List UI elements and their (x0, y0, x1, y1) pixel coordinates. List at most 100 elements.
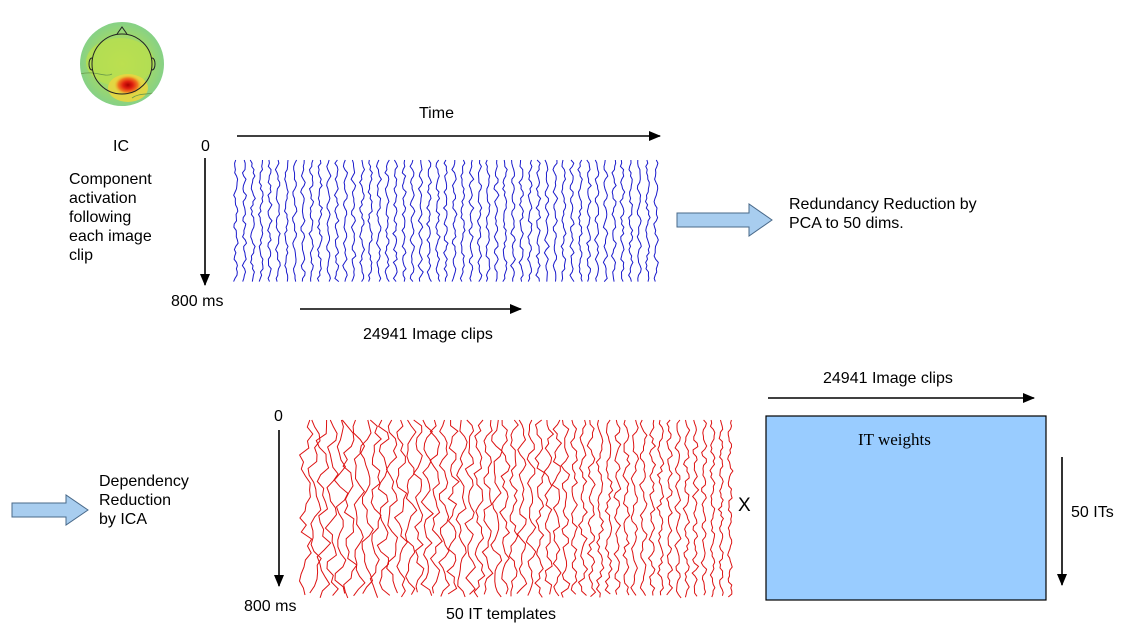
activation-trace (233, 159, 239, 282)
activation-trace (644, 159, 651, 282)
it-template-trace (604, 419, 614, 595)
it-template-trace (341, 419, 358, 599)
activation-trace (510, 159, 516, 282)
it-template-trace (455, 419, 468, 598)
it-template-trace (420, 419, 434, 596)
it-template-trace (560, 419, 571, 598)
it-template-trace (525, 419, 537, 596)
it-template-trace (551, 419, 563, 597)
it-template-trace (385, 419, 399, 594)
it-weights-label: IT weights (858, 430, 931, 449)
it-template-trace (464, 419, 476, 595)
bottom-zero-label: 0 (274, 408, 283, 425)
it-template-trace (446, 420, 460, 595)
activation-trace (602, 159, 609, 282)
it-template-trace (682, 419, 691, 598)
it-template-trace (324, 419, 339, 596)
activation-trace (292, 159, 298, 282)
activation-trace (594, 159, 600, 282)
activation-trace (333, 159, 340, 282)
activation-trace (249, 159, 256, 282)
activation-trace (267, 159, 273, 282)
activation-trace (527, 159, 533, 282)
activation-trace (468, 159, 475, 282)
its-label: 50 ITs (1071, 504, 1114, 521)
activation-trace (350, 159, 357, 282)
activation-trace (459, 159, 466, 282)
activation-trace (552, 159, 559, 282)
activation-trace (300, 159, 306, 282)
it-template-trace (534, 419, 546, 598)
it-template-trace (639, 419, 648, 596)
activation-trace (636, 159, 642, 282)
activation-trace (358, 159, 366, 282)
it-template-trace (490, 419, 503, 598)
top-zero-label: 0 (201, 138, 210, 155)
it-template-trace (376, 419, 391, 596)
activation-trace (653, 159, 659, 282)
activation-trace (384, 159, 390, 282)
activation-trace (241, 159, 248, 282)
pca-block-arrow (676, 203, 773, 237)
it-template-trace (307, 419, 322, 594)
it-template-trace (700, 419, 708, 596)
activation-trace (485, 159, 491, 282)
it-template-trace (709, 419, 716, 598)
activation-trace (577, 159, 583, 282)
scalp-map-icon (80, 22, 164, 106)
it-template-trace (333, 419, 349, 594)
activation-trace (518, 159, 524, 282)
activation-trace (569, 159, 575, 282)
activation-trace (560, 159, 567, 282)
bottom-clips-label: 24941 Image clips (823, 370, 953, 387)
activation-trace (308, 159, 315, 282)
activation-trace (316, 159, 324, 282)
it-template-trace (481, 419, 494, 595)
it-template-trace (473, 419, 486, 598)
it-template-trace (315, 419, 332, 598)
time-label: Time (419, 105, 454, 122)
activation-trace (257, 159, 264, 282)
it-template-trace (613, 419, 622, 595)
activation-trace (451, 159, 458, 282)
activation-trace (493, 159, 500, 282)
activation-trace (367, 159, 373, 282)
it-template-trace (595, 419, 605, 598)
it-template-trace (352, 419, 366, 597)
activation-trace (535, 159, 542, 282)
it-template-trace (298, 419, 314, 596)
it-template-trace (674, 419, 682, 599)
activation-trace (476, 159, 483, 282)
activation-trace (401, 159, 407, 282)
it-template-trace (656, 419, 665, 596)
it-template-trace (570, 419, 578, 595)
dependency-reduction-text: Dependency Reduction by ICA (99, 473, 189, 528)
redundancy-reduction-text: Redundancy Reduction by PCA to 50 dims. (789, 196, 977, 232)
activation-trace (619, 159, 626, 282)
activation-trace (586, 159, 592, 282)
it-template-trace (727, 419, 734, 598)
activation-trace (426, 159, 432, 282)
top-ms-label: 800 ms (171, 293, 224, 310)
activation-trace (502, 159, 508, 282)
it-template-trace (429, 419, 443, 594)
it-template-trace (412, 419, 425, 593)
it-template-trace (438, 419, 451, 597)
it-template-trace (369, 419, 382, 598)
it-template-trace (393, 419, 409, 598)
activation-trace (628, 159, 634, 282)
activation-trace (417, 159, 424, 282)
it-template-trace (499, 419, 511, 595)
it-template-trace (516, 419, 528, 594)
it-template-trace (508, 419, 519, 597)
it-template-trace (359, 419, 374, 594)
it-template-trace (647, 419, 657, 596)
activation-trace (375, 159, 383, 282)
activation-trace (283, 159, 289, 282)
top-clips-label: 24941 Image clips (363, 326, 493, 343)
it-template-trace (691, 419, 700, 597)
activation-trace (409, 159, 416, 282)
